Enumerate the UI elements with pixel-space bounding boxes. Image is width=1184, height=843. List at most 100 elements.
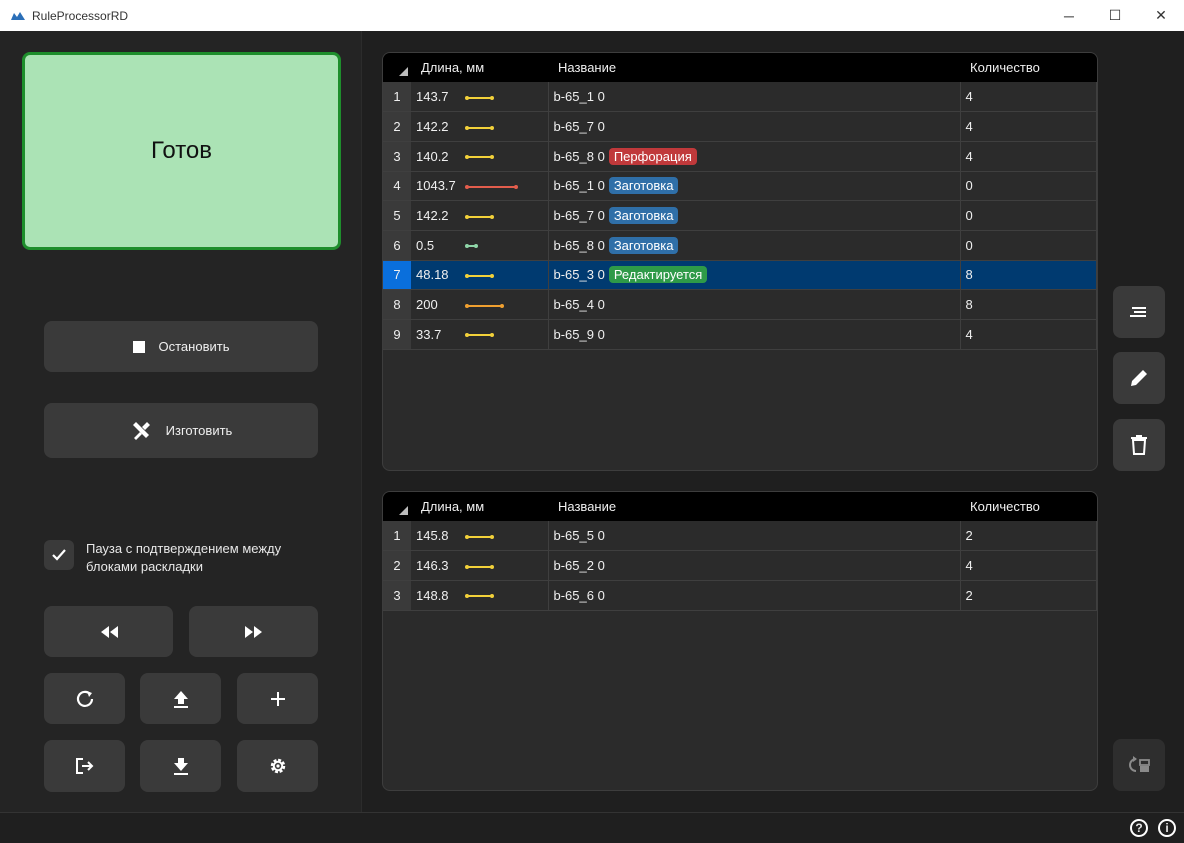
status-bar: ? i xyxy=(0,812,1184,843)
table-row[interactable]: 9 33.7 b-65_9 0 4 xyxy=(383,319,1097,350)
name-cell[interactable]: b-65_6 0 xyxy=(548,580,961,611)
table-row-selected[interactable]: 7 48.18 b-65_3 0 Редактируется 8 xyxy=(383,260,1097,291)
qty-cell[interactable]: 8 xyxy=(960,260,1097,291)
column-header-name[interactable]: Название xyxy=(548,492,960,521)
qty-cell[interactable]: 0 xyxy=(960,200,1097,231)
name-cell[interactable]: b-65_7 0 xyxy=(548,111,961,142)
table-row[interactable]: 6 0.5 b-65_8 0 Заготовка 0 xyxy=(383,230,1097,261)
length-cell[interactable]: 142.2 xyxy=(411,111,549,142)
refresh-button[interactable] xyxy=(44,673,125,724)
qty-cell[interactable]: 4 xyxy=(960,141,1097,172)
close-button[interactable]: ✕ xyxy=(1155,7,1167,23)
column-header-qty[interactable]: Количество xyxy=(960,53,1097,82)
length-cell[interactable]: 140.2 xyxy=(411,141,549,172)
make-button[interactable]: Изготовить xyxy=(44,403,318,458)
length-cell[interactable]: 142.2 xyxy=(411,200,549,231)
name-cell[interactable]: b-65_2 0 xyxy=(548,550,961,581)
layout-table-panel: Длина, мм Название Количество 1 145.8 b-… xyxy=(382,491,1098,791)
name-cell[interactable]: b-65_8 0 Заготовка xyxy=(548,230,961,261)
table-row[interactable]: 1 145.8 b-65_5 0 2 xyxy=(383,521,1097,552)
pause-checkbox[interactable] xyxy=(44,540,74,570)
length-cell[interactable]: 145.8 xyxy=(411,521,549,552)
qty-cell[interactable]: 0 xyxy=(960,171,1097,202)
upload-icon xyxy=(173,690,188,708)
qty-cell[interactable]: 0 xyxy=(960,230,1097,261)
length-cell[interactable]: 148.8 xyxy=(411,580,549,611)
length-value: 0.5 xyxy=(416,237,435,253)
row-number: 9 xyxy=(383,319,411,350)
name-cell[interactable]: b-65_8 0 Перфорация xyxy=(548,141,961,172)
column-header-length[interactable]: Длина, мм xyxy=(411,492,548,521)
column-header-name[interactable]: Название xyxy=(548,53,960,82)
length-bar xyxy=(465,333,494,338)
length-cell[interactable]: 48.18 xyxy=(411,260,549,291)
list-icon xyxy=(1130,307,1146,317)
length-value: 142.2 xyxy=(416,119,449,135)
qty-cell[interactable]: 4 xyxy=(960,319,1097,350)
help-icon[interactable]: ? xyxy=(1130,819,1148,837)
minimize-button[interactable]: ─ xyxy=(1064,7,1074,24)
swap-icon xyxy=(1129,756,1150,772)
qty-cell[interactable]: 4 xyxy=(960,111,1097,142)
length-cell[interactable]: 0.5 xyxy=(411,230,549,261)
part-name: b-65_8 0 xyxy=(553,237,605,253)
maximize-button[interactable]: ☐ xyxy=(1108,7,1122,23)
qty-cell[interactable]: 8 xyxy=(960,289,1097,320)
table-row[interactable]: 8 200 b-65_4 0 8 xyxy=(383,289,1097,320)
qty-cell[interactable]: 2 xyxy=(960,521,1097,552)
length-value: 200 xyxy=(416,297,438,313)
length-cell[interactable]: 200 xyxy=(411,289,549,320)
rewind-icon xyxy=(100,625,118,638)
rewind-button[interactable] xyxy=(44,606,173,657)
delete-button[interactable] xyxy=(1113,419,1165,471)
edit-button[interactable] xyxy=(1113,352,1165,404)
length-cell[interactable]: 146.3 xyxy=(411,550,549,581)
length-cell[interactable]: 33.7 xyxy=(411,319,549,350)
length-bar xyxy=(465,125,494,130)
name-cell[interactable]: b-65_1 0 Заготовка xyxy=(548,171,961,202)
parts-table: Длина, мм Название Количество 1 143.7 b-… xyxy=(383,53,1097,350)
name-cell[interactable]: b-65_7 0 Заготовка xyxy=(548,200,961,231)
exit-button[interactable] xyxy=(44,740,125,792)
fast-forward-button[interactable] xyxy=(189,606,318,657)
table-row[interactable]: 3 140.2 b-65_8 0 Перфорация 4 xyxy=(383,141,1097,172)
list-button[interactable] xyxy=(1113,286,1165,338)
pause-label-line2: блоками раскладки xyxy=(86,559,203,574)
table-row[interactable]: 3 148.8 b-65_6 0 2 xyxy=(383,580,1097,611)
part-name: b-65_7 0 xyxy=(553,119,605,135)
title-bar: RuleProcessorRD ─ ☐ ✕ xyxy=(0,0,1184,31)
upload-button[interactable] xyxy=(140,673,221,724)
name-cell[interactable]: b-65_1 0 xyxy=(548,82,961,113)
table-row[interactable]: 1 143.7 b-65_1 0 4 xyxy=(383,82,1097,113)
table-row[interactable]: 4 1043.7 b-65_1 0 Заготовка 0 xyxy=(383,171,1097,202)
download-button[interactable] xyxy=(140,740,221,792)
name-cell[interactable]: b-65_4 0 xyxy=(548,289,961,320)
swap-button[interactable] xyxy=(1113,739,1165,791)
qty-cell[interactable]: 4 xyxy=(960,550,1097,581)
column-header-length[interactable]: Длина, мм xyxy=(411,53,548,82)
length-bar xyxy=(465,244,478,249)
table-row[interactable]: 5 142.2 b-65_7 0 Заготовка 0 xyxy=(383,200,1097,231)
name-cell[interactable]: b-65_5 0 xyxy=(548,521,961,552)
length-cell[interactable]: 143.7 xyxy=(411,82,549,113)
stop-icon xyxy=(132,340,145,353)
row-number: 4 xyxy=(383,171,411,202)
stop-button[interactable]: Остановить xyxy=(44,321,318,372)
info-icon[interactable]: i xyxy=(1158,819,1176,837)
control-panel: Готов Остановить Изготовить Пауза с подт… xyxy=(0,31,362,812)
length-cell[interactable]: 1043.7 xyxy=(411,171,549,202)
name-cell[interactable]: b-65_9 0 xyxy=(548,319,961,350)
name-cell[interactable]: b-65_3 0 Редактируется xyxy=(548,260,961,291)
table-row[interactable]: 2 142.2 b-65_7 0 4 xyxy=(383,111,1097,142)
qty-cell[interactable]: 2 xyxy=(960,580,1097,611)
select-all-corner[interactable] xyxy=(383,492,411,521)
part-name: b-65_9 0 xyxy=(553,326,605,342)
column-header-qty[interactable]: Количество xyxy=(960,492,1097,521)
select-all-corner[interactable] xyxy=(383,53,411,82)
add-button[interactable] xyxy=(237,673,318,724)
table-row[interactable]: 2 146.3 b-65_2 0 4 xyxy=(383,550,1097,581)
app-logo-icon xyxy=(11,11,25,20)
settings-button[interactable] xyxy=(237,740,318,792)
qty-cell[interactable]: 4 xyxy=(960,82,1097,113)
make-label: Изготовить xyxy=(165,423,233,438)
